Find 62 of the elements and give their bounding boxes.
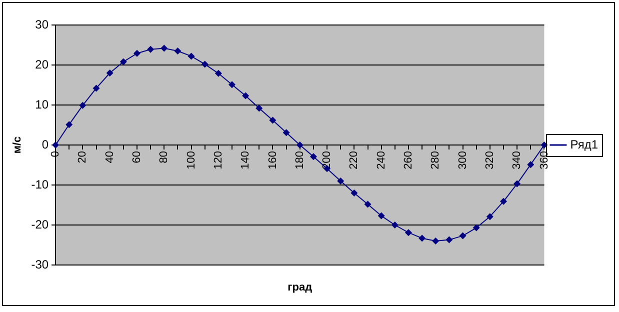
x-tick-label: 40: [104, 151, 116, 164]
x-tick-label: 60: [131, 151, 144, 164]
point: [66, 121, 73, 128]
y-tick-label: -30: [31, 257, 49, 272]
x-tick-label: 220: [348, 151, 360, 170]
point: [418, 234, 426, 242]
point: [500, 198, 507, 205]
point: [364, 200, 372, 208]
point: [52, 142, 60, 148]
x-tick-label: 160: [266, 151, 279, 170]
y-axis-title: м/с: [12, 136, 24, 154]
y-tick-label: -20: [31, 217, 49, 232]
x-tick-label: 140: [240, 151, 252, 170]
point: [228, 81, 236, 88]
point: [147, 46, 154, 53]
y-tick-label: 30: [35, 17, 49, 32]
point: [269, 116, 276, 124]
point: [282, 129, 290, 136]
point: [214, 70, 222, 77]
point: [432, 238, 440, 244]
point: [378, 212, 385, 220]
point: [337, 178, 344, 184]
point: [540, 142, 548, 148]
point: [160, 44, 168, 52]
point: [350, 190, 358, 196]
x-tick-label: 120: [212, 151, 224, 170]
point: [92, 84, 100, 92]
point: [256, 104, 263, 112]
point: [201, 60, 208, 68]
x-tick-label: 240: [375, 151, 388, 170]
point: [296, 142, 304, 148]
x-tick-label: 280: [430, 151, 442, 170]
point: [391, 222, 398, 228]
x-tick-label: 300: [456, 151, 469, 170]
x-tick-label: 80: [158, 151, 170, 164]
point: [242, 92, 250, 100]
point: [106, 70, 114, 76]
legend-label: Ряд1: [570, 137, 598, 152]
point: [188, 52, 195, 60]
y-tick-label: -10: [31, 177, 49, 192]
point: [120, 58, 127, 66]
x-tick-label: 320: [484, 151, 496, 170]
point: [486, 213, 494, 220]
x-tick-label: 260: [402, 151, 415, 170]
point: [459, 232, 466, 240]
point: [446, 236, 453, 244]
x-tick-label: 20: [76, 151, 89, 164]
y-tick-label: 10: [35, 97, 49, 112]
y-tick-label: 0: [42, 137, 49, 152]
x-tick-label: 100: [185, 151, 198, 170]
point: [79, 102, 86, 109]
point: [310, 153, 317, 160]
x-tick-label: 340: [511, 151, 524, 170]
point: [404, 229, 412, 236]
x-axis-title: град: [288, 282, 312, 294]
point: [133, 50, 140, 57]
y-tick-label: 20: [35, 57, 49, 72]
point: [514, 180, 521, 188]
point: [174, 48, 182, 54]
point: [527, 161, 534, 168]
x-tick-label: 180: [294, 151, 306, 170]
point: [472, 224, 480, 232]
